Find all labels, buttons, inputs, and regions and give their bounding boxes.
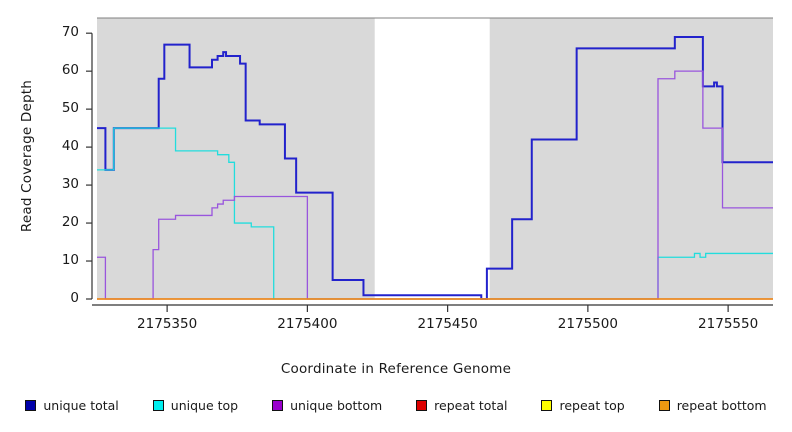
- chart-legend: unique total unique top unique bottom repea…: [0, 398, 792, 413]
- y-axis-tick-label: 10: [61, 252, 79, 269]
- y-axis-tick-label: 50: [61, 100, 79, 117]
- y-axis-tick-label: 40: [61, 138, 79, 155]
- legend-item-unique-top[interactable]: unique top: [152, 398, 239, 413]
- legend-item-repeat-total[interactable]: repeat total: [416, 398, 507, 413]
- x-axis-tick-label: 2175550: [698, 316, 759, 332]
- legend-swatch-icon: [25, 400, 37, 411]
- legend-label: unique bottom: [290, 398, 383, 413]
- y-axis-tick-label: 0: [70, 290, 79, 306]
- x-axis-tick-label: 2175400: [277, 316, 338, 332]
- legend-label: repeat bottom: [676, 398, 767, 413]
- legend-swatch-icon: [152, 400, 164, 411]
- y-axis-tick-label: 70: [61, 24, 79, 41]
- series-line-unique-bottom: [97, 70, 773, 300]
- x-axis-tick-label: 2175450: [417, 316, 478, 332]
- legend-swatch-icon: [272, 400, 284, 411]
- series-line-unique-total: [97, 35, 773, 300]
- x-axis-tick-label: 2175500: [557, 316, 618, 332]
- legend-swatch-icon: [658, 400, 670, 411]
- gap-region: [374, 18, 490, 299]
- legend-label: repeat top: [559, 398, 625, 413]
- y-axis-tick-label: 20: [61, 214, 79, 231]
- x-axis-title: Coordinate in Reference Genome: [280, 361, 512, 377]
- legend-label: unique top: [170, 398, 239, 413]
- y-axis-tick-label: 60: [61, 62, 79, 79]
- legend-swatch-icon: [416, 400, 428, 411]
- series-line-unique-top: [97, 127, 773, 300]
- legend-label: repeat total: [434, 398, 508, 413]
- y-axis-tick-label: 30: [61, 176, 79, 193]
- x-axis-tick-label: 2175350: [137, 316, 198, 332]
- legend-item-repeat-top[interactable]: repeat top: [541, 398, 625, 413]
- legend-label: unique total: [43, 398, 119, 413]
- legend-item-repeat-bottom[interactable]: repeat bottom: [658, 398, 767, 413]
- legend-item-unique-total[interactable]: unique total: [25, 398, 119, 413]
- legend-swatch-icon: [541, 400, 553, 411]
- legend-item-unique-bottom[interactable]: unique bottom: [272, 398, 382, 413]
